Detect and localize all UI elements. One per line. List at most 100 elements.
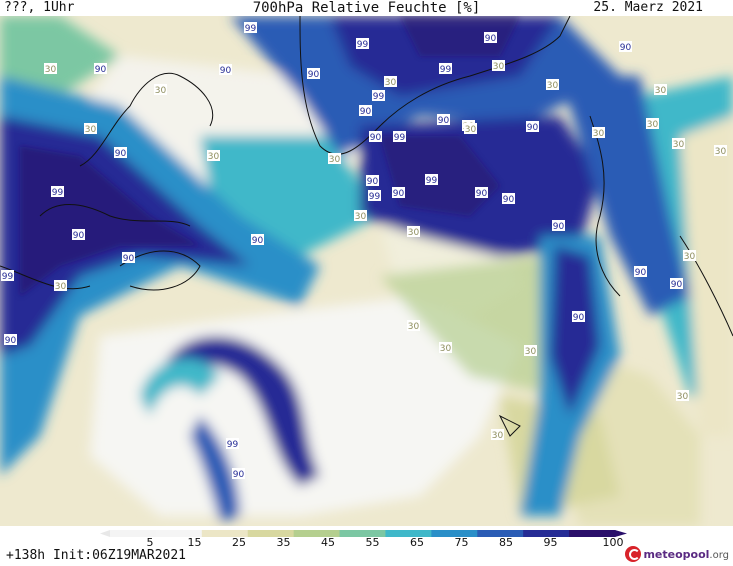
contour-label: 90 — [359, 105, 372, 117]
contour-label-text: 30 — [493, 62, 505, 72]
contour-label: 30 — [672, 138, 685, 150]
contour-label: 99 — [393, 131, 406, 143]
color-scale-bin — [293, 530, 341, 537]
contour-label-text: 30 — [55, 282, 67, 292]
contour-label: 90 — [572, 311, 585, 323]
contour-label-text: 90 — [503, 195, 515, 205]
contour-label: 30 — [328, 153, 341, 165]
contour-label-text: 30 — [684, 252, 696, 262]
contour-label-text: 90 — [115, 149, 127, 159]
contour-label: 30 — [546, 79, 559, 91]
contour-label: 30 — [646, 118, 659, 130]
contour-label-text: 30 — [385, 78, 397, 88]
contour-label: 30 — [407, 226, 420, 238]
contour-label-text: 99 — [394, 133, 406, 143]
contour-label: 99 — [368, 190, 381, 202]
contour-label: 90 — [392, 187, 405, 199]
color-scale-arrow — [615, 530, 627, 537]
contour-label-text: 30 — [715, 147, 727, 157]
contour-label: 99 — [244, 22, 257, 34]
contour-label: 30 — [54, 280, 67, 292]
map-title: 700hPa Relative Feuchte [%] — [252, 0, 481, 16]
contour-label: 30 — [676, 390, 689, 402]
contour-label-text: 30 — [465, 125, 477, 135]
contour-label-text: 30 — [408, 228, 420, 238]
color-scale-bin — [569, 530, 616, 537]
color-scale-tick: 45 — [321, 536, 335, 546]
contour-label-text: 90 — [620, 43, 632, 53]
color-scale-bin — [110, 530, 157, 537]
contour-label-text: 90 — [233, 470, 245, 480]
contour-label: 99 — [51, 186, 64, 198]
contour-label: 99 — [439, 63, 452, 75]
contour-label-text: 90 — [485, 34, 497, 44]
valid-date-label: 25. Maerz 2021 — [593, 0, 703, 15]
contour-label: 30 — [592, 127, 605, 139]
contour-label-text: 99 — [357, 40, 369, 50]
color-scale-tick: 35 — [277, 536, 291, 546]
contour-label-text: 30 — [155, 86, 167, 96]
contour-label-text: 90 — [220, 66, 232, 76]
color-scale-bin — [523, 530, 570, 537]
contour-label: 90 — [219, 64, 232, 76]
humidity-core — [20, 16, 520, 296]
contour-label-text: 99 — [52, 188, 64, 198]
color-scale-tick: 95 — [544, 536, 558, 546]
contour-label: 90 — [670, 278, 683, 290]
contour-label-text: 30 — [208, 152, 220, 162]
color-scale-arrow — [100, 530, 110, 537]
contour-label-text: 90 — [438, 116, 450, 126]
contour-label-text: 90 — [95, 65, 107, 75]
valid-time-label: ???, 1Uhr — [4, 0, 75, 15]
contour-label-text: 30 — [355, 212, 367, 222]
contour-label-text: 30 — [593, 129, 605, 139]
contour-label-text: 99 — [426, 176, 438, 186]
contour-label: 30 — [384, 76, 397, 88]
model-run-info: +138h Init:06Z19MAR2021 — [6, 548, 187, 563]
contour-label: 99 — [356, 38, 369, 50]
contour-label-text: 90 — [393, 189, 405, 199]
color-scale-tick: 25 — [232, 536, 246, 546]
contour-label-text: 90 — [73, 231, 85, 241]
meteopool-logo[interactable]: meteopool.org — [625, 544, 729, 564]
contour-label-text: 99 — [373, 92, 385, 102]
contour-label: 90 — [94, 63, 107, 75]
contour-label-text: 90 — [308, 70, 320, 80]
contour-label: 90 — [475, 187, 488, 199]
contour-label: 99 — [226, 438, 239, 450]
contour-label-text: 30 — [329, 155, 341, 165]
color-scale-bin — [477, 530, 524, 537]
contour-label: 90 — [552, 220, 565, 232]
contour-label-text: 90 — [553, 222, 565, 232]
contour-label: 90 — [122, 252, 135, 264]
contour-label-text: 90 — [635, 268, 647, 278]
contour-label: 90 — [484, 32, 497, 44]
color-scale-tick: 15 — [188, 536, 202, 546]
contour-label: 30 — [207, 150, 220, 162]
contour-label: 90 — [251, 234, 264, 246]
contour-label: 90 — [369, 131, 382, 143]
contour-label-text: 30 — [492, 431, 504, 441]
color-scale-bin — [385, 530, 432, 537]
contour-label: 30 — [524, 345, 537, 357]
contour-label: 30 — [84, 123, 97, 135]
color-scale-tick: 75 — [455, 536, 469, 546]
color-scale-bin — [247, 530, 295, 537]
contour-label-text: 30 — [85, 125, 97, 135]
contour-label-text: 30 — [525, 347, 537, 357]
contour-label: 30 — [714, 145, 727, 157]
contour-label: 30 — [407, 320, 420, 332]
contour-label-text: 90 — [360, 107, 372, 117]
contour-label: 99 — [1, 270, 14, 282]
contour-label-text: 90 — [123, 254, 135, 264]
contour-label: 30 — [154, 84, 167, 96]
color-scale-bin — [201, 530, 249, 537]
contour-label: 30 — [683, 250, 696, 262]
contour-label: 90 — [72, 229, 85, 241]
contour-label-text: 90 — [573, 313, 585, 323]
contour-label: 30 — [464, 123, 477, 135]
color-scale-tick: 85 — [499, 536, 513, 546]
color-scale-tick: 100 — [603, 536, 624, 546]
contour-label: 30 — [491, 429, 504, 441]
